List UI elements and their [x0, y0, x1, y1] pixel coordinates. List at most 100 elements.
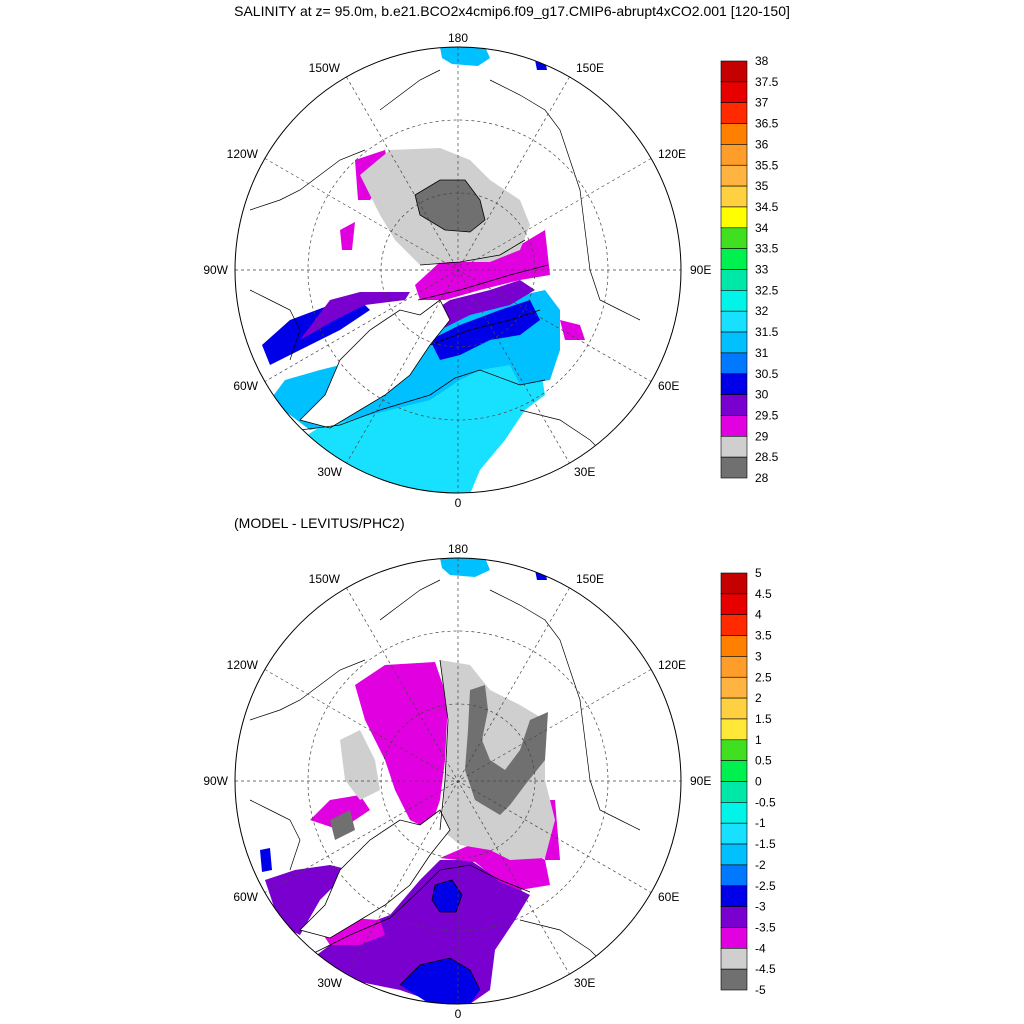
colorbar-swatch [720, 843, 748, 866]
lon-label-90e-p2: 90E [690, 774, 711, 788]
colorbar-swatch [720, 906, 748, 928]
colorbar-tick-label: 34.5 [755, 200, 779, 214]
colorbar-tick-label: 5 [755, 566, 762, 580]
colorbar-swatch [720, 656, 748, 678]
colorbar-swatch [720, 456, 748, 479]
colorbar-swatch [720, 864, 748, 887]
lon-label-150w-p2: 150W [309, 572, 341, 586]
region-minus5-minus4.5b [330, 810, 355, 840]
colorbar-tick-label: 38 [755, 54, 769, 68]
colorbar-swatch [720, 394, 748, 416]
colorbar-swatch [720, 185, 748, 208]
colorbar-swatch [720, 435, 748, 458]
difference-field [235, 558, 681, 1004]
colorbar-tick-label: 30 [755, 388, 769, 402]
colorbar-tick-label: 32 [755, 304, 769, 318]
colorbar-swatch [720, 697, 748, 720]
lon-label-30w: 30W [317, 465, 342, 479]
lon-label-30e-p2: 30E [574, 976, 595, 990]
lon-label-150e-p2: 150E [576, 572, 604, 586]
colorbar-tick-label: 2.5 [755, 670, 772, 684]
region-bering-top-p2b [535, 570, 547, 580]
lon-label-0-p2: 0 [455, 1007, 462, 1021]
colorbar-tick-label: 36.5 [755, 117, 779, 131]
colorbar-tick-label: -0.5 [755, 795, 776, 809]
region-29.5-30c [340, 222, 355, 250]
colorbar-tick-label: 37 [755, 96, 769, 110]
region-minus3-minus2.5b [400, 958, 480, 1004]
colorbar-tick-label: 28.5 [755, 450, 779, 464]
colorbar-tick-label: 3.5 [755, 629, 772, 643]
colorbar-tick-label: -3 [755, 900, 766, 914]
colorbar-swatch [720, 269, 748, 291]
colorbar-tick-label: 0.5 [755, 754, 772, 768]
colorbar-tick-label: 29.5 [755, 408, 779, 422]
region-minus3.5-minus3 [310, 860, 530, 1004]
colorbar-swatch [720, 739, 748, 761]
greenland-land-p2 [299, 809, 451, 939]
colorbar-swatch [720, 635, 748, 657]
colorbar-tick-label: -2 [755, 858, 766, 872]
region-minus3.5-minus3b [265, 865, 350, 935]
colorbar-tick-label: 34 [755, 221, 769, 235]
colorbar-swatch [720, 676, 748, 699]
colorbar-swatch [720, 927, 748, 949]
colorbar-tick-label: -4.5 [755, 962, 776, 976]
region-30-30.5b [300, 292, 410, 340]
colorbar-swatch [720, 144, 748, 166]
colorbar-tick-label: -1 [755, 816, 766, 830]
colorbar-tick-label: 31 [755, 346, 769, 360]
colorbar-salinity: 38 37.5 37 36.5 36 35.5 35 34.5 34 33.5 33 32.5 32 31… [720, 54, 779, 485]
lon-label-0: 0 [455, 496, 462, 510]
colorbar-swatch [720, 81, 748, 103]
lon-label-60w: 60W [233, 379, 258, 393]
region-28.5-29 [415, 180, 485, 232]
colorbar-tick-label: 3 [755, 649, 762, 663]
salinity-field [235, 47, 681, 493]
colorbar-tick-label: 28 [755, 471, 769, 485]
colorbar-swatch [720, 331, 748, 354]
colorbar-swatch [720, 968, 748, 991]
colorbar-swatch [720, 718, 748, 741]
colorbar-tick-label: -4 [755, 941, 766, 955]
colorbar-tick-label: 2 [755, 691, 762, 705]
colorbar-swatch [720, 123, 748, 145]
colorbar-swatch [720, 781, 748, 803]
colorbar-difference: 5 4.5 4 3.5 3 2.5 2 1.5 1 0.5 0 -0.5 -1 -1.5 -2 -2.5 -3 -… [720, 566, 776, 997]
colorbar-tick-label: 37.5 [755, 75, 779, 89]
colorbar-swatch [720, 593, 748, 615]
region-30.5-31 [430, 300, 540, 360]
colorbar-tick-label: 35 [755, 179, 769, 193]
region-minus3-minus2.5 [432, 880, 462, 912]
colorbar-tick-label: 35.5 [755, 158, 779, 172]
map-panel-difference: 180 0 90W 90E 150W 150E 120W 120E 60W 60… [203, 542, 711, 1021]
colorbar-swatch [720, 164, 748, 187]
colorbar-swatch [720, 802, 748, 824]
colorbar-tick-label: -5 [755, 983, 766, 997]
lon-label-60e: 60E [658, 379, 679, 393]
colorbar-swatch [720, 60, 748, 83]
region-minus4.5-minus4 [440, 660, 555, 860]
colorbar-swatch [720, 614, 748, 636]
lon-label-90e: 90E [690, 263, 711, 277]
lon-label-120e-p2: 120E [658, 658, 686, 672]
lon-label-30e: 30E [574, 465, 595, 479]
colorbar-tick-label: -3.5 [755, 920, 776, 934]
colorbar-tick-label: 33.5 [755, 242, 779, 256]
colorbar-swatch [720, 248, 748, 270]
colorbar-swatch [720, 102, 748, 124]
colorbar-swatch [720, 352, 748, 375]
region-minus4-minus3.5 [355, 662, 448, 830]
region-minus5-minus4.5 [465, 685, 548, 815]
colorbar-swatch [720, 822, 748, 845]
colorbar-swatch [720, 885, 748, 907]
region-minus4.5-minus4b [340, 730, 380, 800]
colorbar-swatch [720, 227, 748, 249]
region-minus3-minus2.5c [260, 848, 272, 872]
colorbar-swatch [720, 206, 748, 229]
lon-label-120e: 120E [658, 147, 686, 161]
colorbar-swatch [720, 415, 748, 437]
colorbar-tick-label: 30.5 [755, 367, 779, 381]
lon-label-60e-p2: 60E [658, 890, 679, 904]
